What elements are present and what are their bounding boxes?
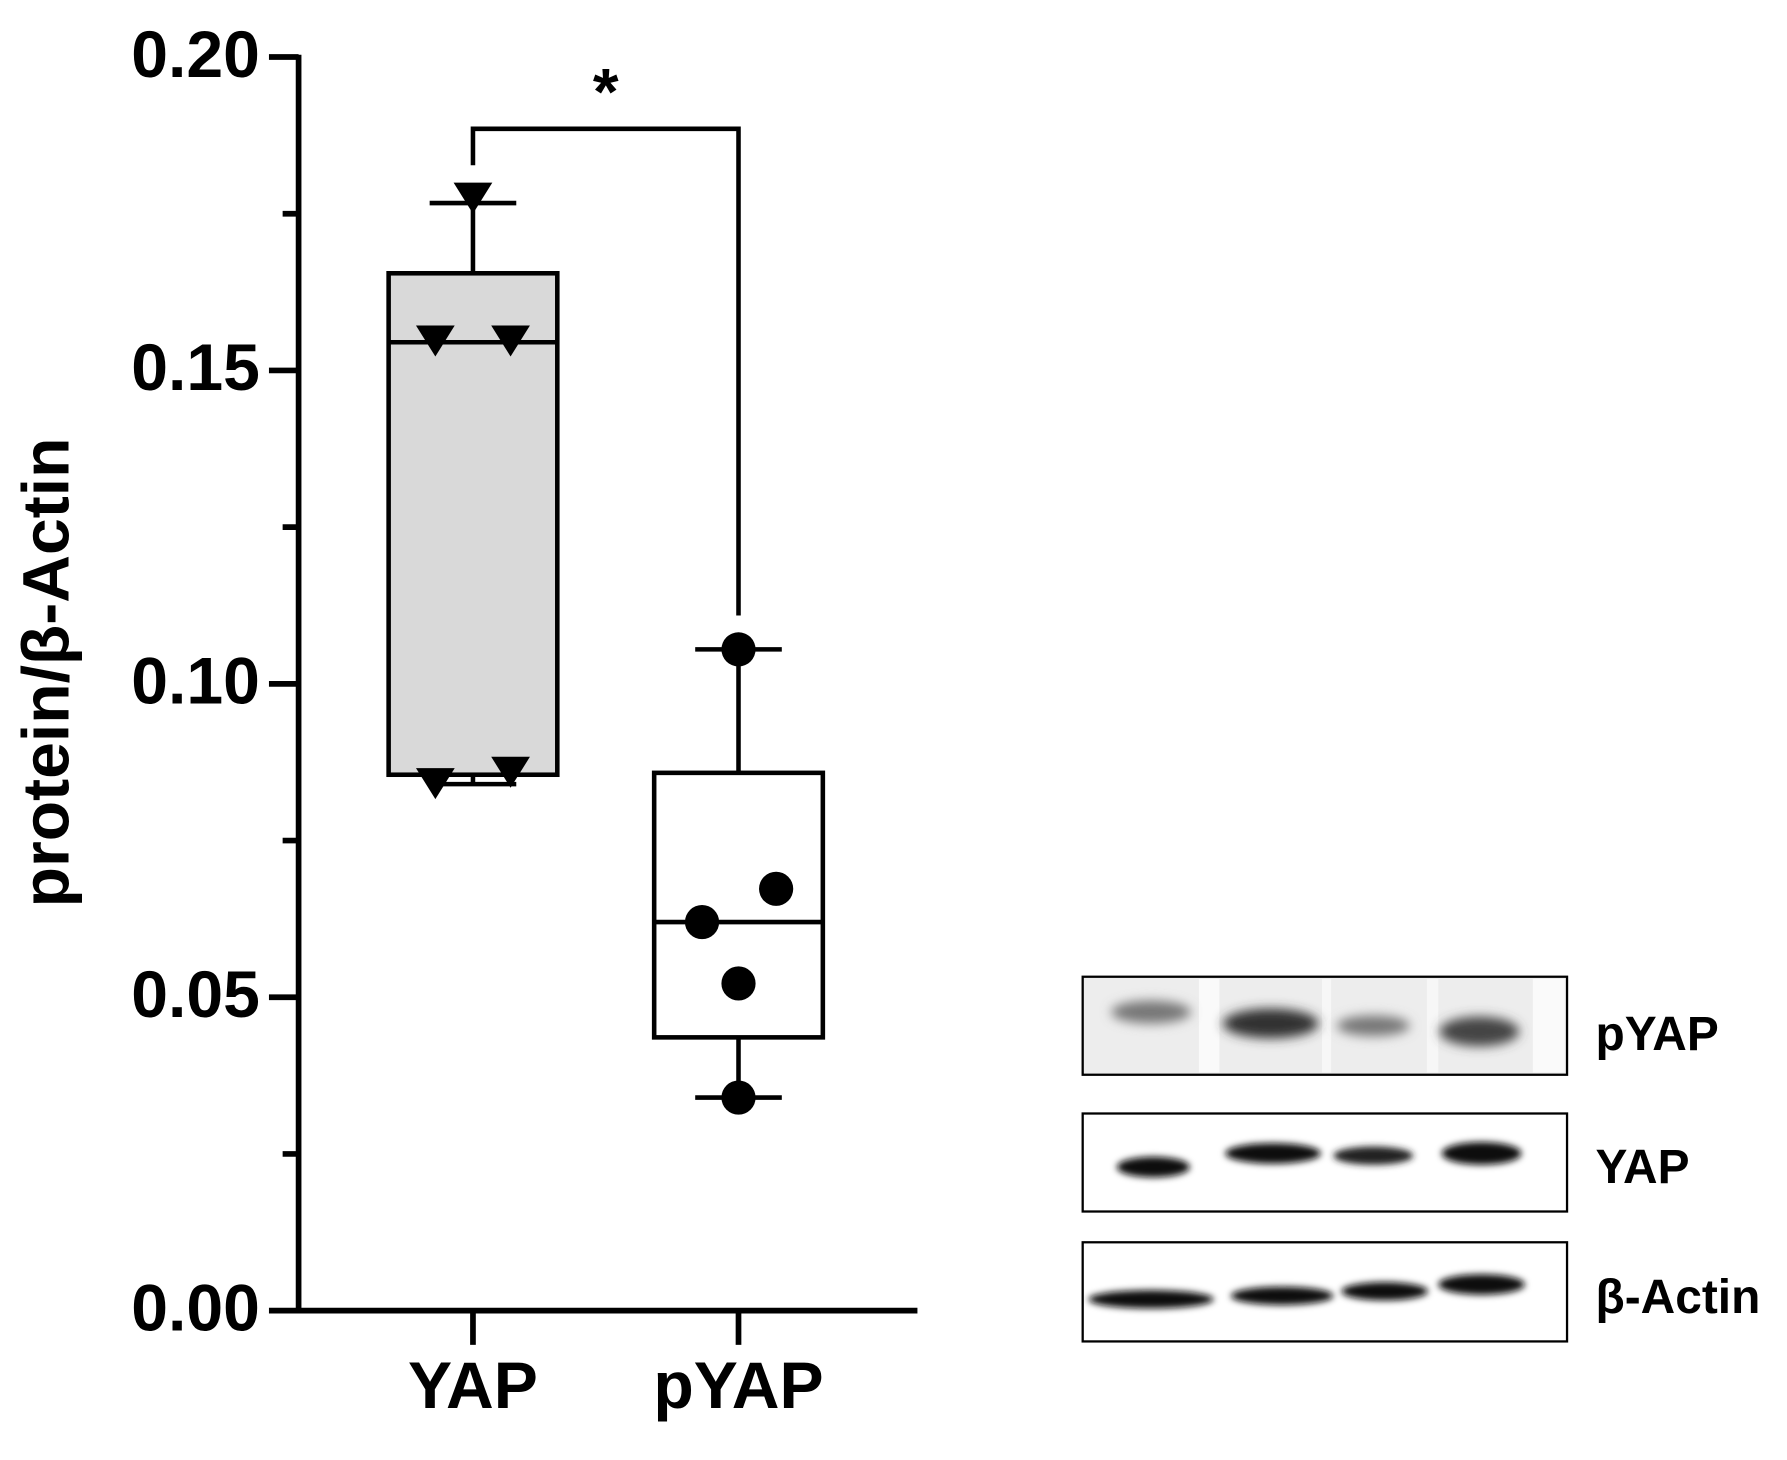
x-tick-label: YAP (408, 1349, 538, 1423)
y-tick-label: 0.05 (131, 958, 260, 1032)
data-point (684, 904, 720, 940)
significance-bracket (470, 126, 741, 616)
blot-label: YAP (1596, 1141, 1690, 1194)
data-point (415, 325, 455, 357)
blot-panel (1081, 975, 1569, 1076)
data-point (721, 966, 756, 1001)
blot-label: pYAP (1596, 1008, 1719, 1061)
data-point (415, 768, 455, 800)
data-point (491, 325, 530, 357)
western-blot: pYAP YAP β-Actin (1081, 975, 1761, 1343)
significance-label: * (593, 55, 619, 129)
plot-area: 0.00 0.05 0.10 0.15 0.20 YAP pYAP * (131, 18, 918, 1423)
y-axis-label: protein/β-Actin (10, 437, 84, 907)
blot-panel (1081, 1241, 1569, 1343)
data-point (491, 756, 530, 788)
x-tick-label: pYAP (653, 1349, 823, 1423)
y-tick-label: 0.20 (131, 18, 260, 92)
data-point (721, 1080, 756, 1115)
y-tick-label: 0.00 (131, 1271, 260, 1345)
box (386, 270, 560, 778)
data-point (759, 871, 794, 906)
data-point (453, 182, 493, 214)
blot-panel (1081, 1112, 1569, 1213)
y-tick-label: 0.15 (131, 331, 260, 405)
data-point (721, 632, 756, 667)
y-tick-label: 0.10 (131, 645, 260, 719)
blot-label: β-Actin (1596, 1271, 1761, 1324)
